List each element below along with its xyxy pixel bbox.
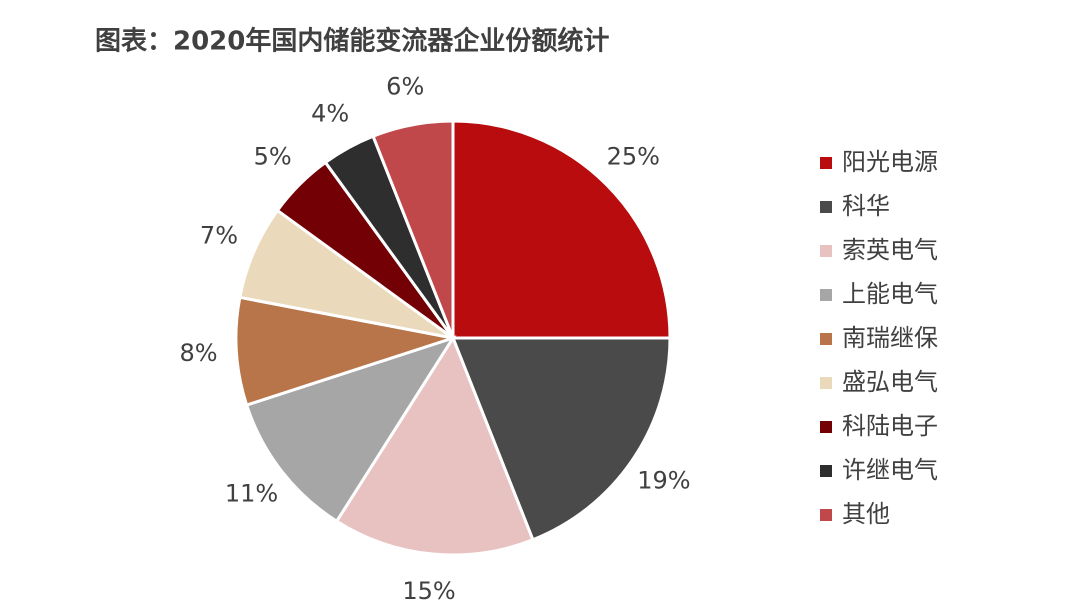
legend-label: 科陆电子 xyxy=(842,412,938,440)
pie-slice xyxy=(451,119,672,340)
pie-slice xyxy=(244,335,457,524)
data-label: 19% xyxy=(637,466,690,494)
legend-label: 索英电气 xyxy=(842,236,938,264)
legend-label: 其他 xyxy=(842,500,890,528)
legend-label: 盛弘电气 xyxy=(842,368,938,396)
data-label: 7% xyxy=(200,222,238,250)
pie-slice xyxy=(234,295,454,407)
data-label: 5% xyxy=(254,143,292,171)
pie-slice xyxy=(334,334,535,557)
legend-label: 阳光电源 xyxy=(842,148,938,176)
data-label: 4% xyxy=(311,100,349,128)
legend-swatch xyxy=(820,201,832,213)
legend-swatch xyxy=(820,157,832,169)
legend-swatch xyxy=(820,509,832,521)
legend-swatch xyxy=(820,245,832,257)
legend-label: 上能电气 xyxy=(842,280,938,308)
legend-swatch xyxy=(820,377,832,389)
data-label: 15% xyxy=(402,577,455,605)
legend-swatch xyxy=(820,289,832,301)
data-label: 25% xyxy=(607,143,660,171)
legend-label: 许继电气 xyxy=(842,456,938,484)
legend-swatch xyxy=(820,333,832,345)
data-label: 6% xyxy=(386,73,424,101)
data-label: 11% xyxy=(225,479,278,507)
legend-label: 科华 xyxy=(842,192,890,220)
legend-swatch xyxy=(820,421,832,433)
pie-slice xyxy=(371,119,455,339)
chart-title: 图表：2020年国内储能变流器企业份额统计 xyxy=(95,26,609,57)
legend-label: 南瑞继保 xyxy=(842,324,938,352)
data-label: 8% xyxy=(179,339,217,367)
legend-swatch xyxy=(820,465,832,477)
pie-slice xyxy=(450,336,672,542)
